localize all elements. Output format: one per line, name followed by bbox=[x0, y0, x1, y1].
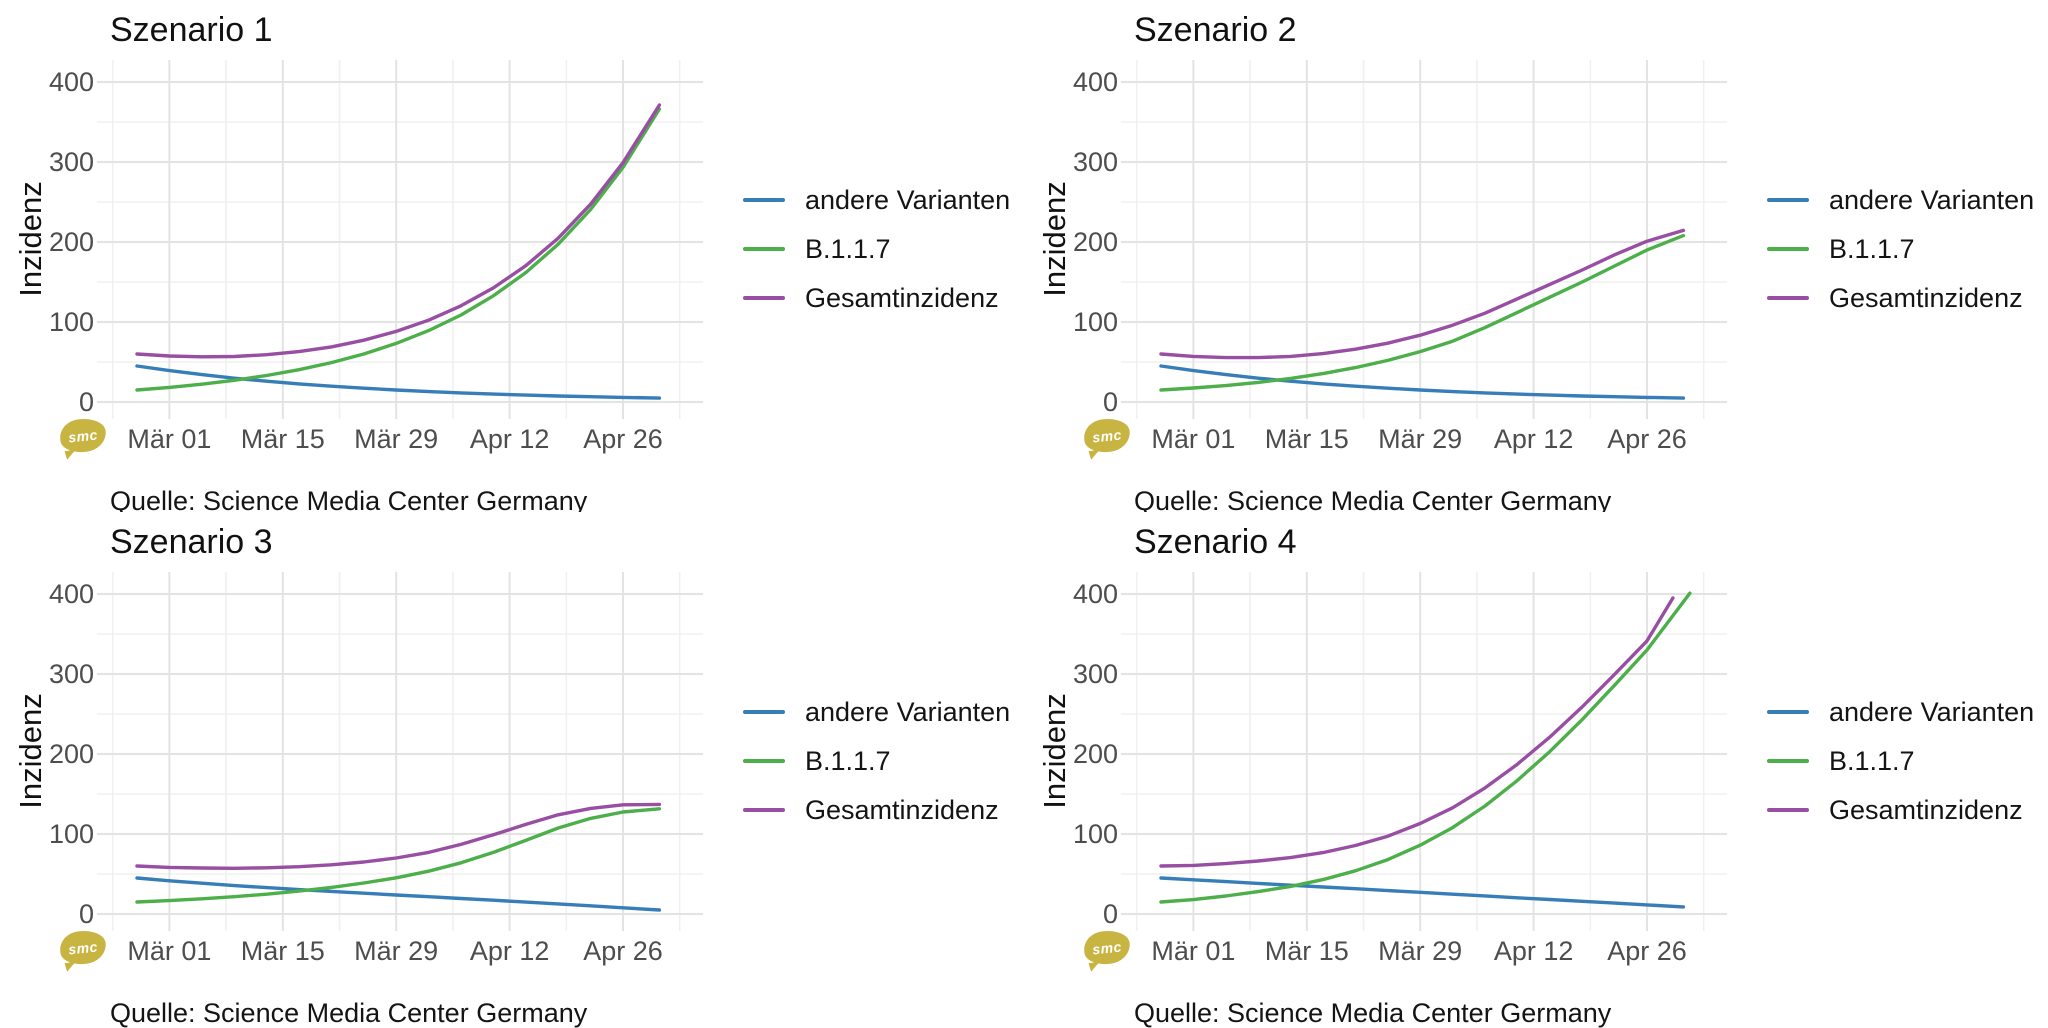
legend-line-swatch bbox=[743, 296, 785, 300]
x-tick-label: Mär 15 bbox=[1264, 935, 1349, 966]
smc-logo-text: smc bbox=[67, 937, 99, 957]
plot-area bbox=[1121, 571, 1727, 931]
legend-line-swatch bbox=[1767, 296, 1809, 300]
series-line-andere bbox=[1159, 875, 1686, 909]
series-line-gesamt bbox=[1159, 595, 1675, 868]
series-line-gesamt bbox=[1159, 228, 1686, 360]
y-tick-label: 400 bbox=[48, 67, 94, 97]
smc-logo-text: smc bbox=[67, 426, 99, 445]
x-tick-label: Mär 15 bbox=[240, 935, 325, 966]
legend-label: andere Varianten bbox=[805, 185, 1011, 215]
legend-line-swatch bbox=[743, 709, 785, 714]
x-tick-label: Apr 12 bbox=[1493, 424, 1574, 454]
y-tick-label: 200 bbox=[1072, 227, 1118, 257]
legend-label: Gesamtinzidenz bbox=[805, 794, 999, 825]
legend-line-swatch bbox=[743, 198, 785, 202]
chart-panel: Szenario 4 Inzidenz 0 100 200 300 400 Mär 01… bbox=[1024, 511, 2048, 1028]
y-tick-label: 0 bbox=[1102, 387, 1118, 417]
plot-area bbox=[97, 571, 703, 931]
legend-label: B.1.1.7 bbox=[805, 745, 891, 776]
legend-label: andere Varianten bbox=[1829, 696, 2035, 727]
y-tick-label: 300 bbox=[48, 147, 94, 177]
legend-label: B.1.1.7 bbox=[805, 234, 891, 264]
plot-area bbox=[97, 60, 703, 419]
y-tick-label: 200 bbox=[48, 227, 94, 257]
source-caption: Quelle: Science Media Center Germany bbox=[110, 486, 588, 516]
x-tick-label: Mär 15 bbox=[240, 424, 325, 454]
legend-label: Gesamtinzidenz bbox=[1829, 794, 2023, 825]
legend-line-swatch bbox=[743, 758, 785, 763]
x-tick-label: Apr 12 bbox=[469, 424, 550, 454]
x-tick-label: Apr 26 bbox=[583, 935, 663, 966]
chart-title: Szenario 1 bbox=[110, 11, 273, 49]
x-tick-label: Mär 01 bbox=[1151, 424, 1236, 454]
legend-line-swatch bbox=[1767, 247, 1809, 251]
smc-logo-text: smc bbox=[1091, 937, 1123, 957]
legend-label: Gesamtinzidenz bbox=[1829, 283, 2023, 313]
chart-panel: Szenario 3 Inzidenz 0 100 200 300 400 Mär 01… bbox=[0, 511, 1024, 1028]
legend-line-swatch bbox=[1767, 198, 1809, 202]
chart-panel: Szenario 2 Inzidenz 0 100 200 300 400 Mär 01… bbox=[1024, 0, 2048, 516]
x-tick-label: Apr 26 bbox=[583, 424, 663, 454]
legend-line-swatch bbox=[743, 807, 785, 812]
y-tick-label: 300 bbox=[1072, 147, 1118, 177]
x-tick-label: Apr 12 bbox=[1493, 935, 1574, 966]
series-line-gesamt bbox=[135, 103, 662, 359]
y-tick-label: 100 bbox=[48, 818, 94, 849]
series-line-andere bbox=[135, 875, 662, 912]
y-tick-label: 100 bbox=[1072, 307, 1118, 337]
x-tick-label: Mär 15 bbox=[1264, 424, 1349, 454]
series-line-b117 bbox=[1159, 590, 1692, 904]
legend-label: B.1.1.7 bbox=[1829, 745, 1915, 776]
source-caption: Quelle: Science Media Center Germany bbox=[110, 997, 588, 1028]
y-tick-label: 400 bbox=[48, 578, 94, 609]
x-tick-label: Mär 29 bbox=[1378, 424, 1463, 454]
series-line-gesamt bbox=[135, 802, 662, 870]
chart-title: Szenario 4 bbox=[1134, 522, 1297, 561]
x-tick-label: Mär 29 bbox=[354, 424, 439, 454]
series-line-b117 bbox=[1159, 233, 1686, 392]
chart-title: Szenario 3 bbox=[110, 522, 273, 561]
x-tick-label: Apr 26 bbox=[1607, 424, 1687, 454]
chart-panel: Szenario 1 Inzidenz 0 100 200 300 400 Mär 01… bbox=[0, 0, 1024, 516]
legend-line-swatch bbox=[743, 247, 785, 251]
series-line-b117 bbox=[135, 107, 662, 392]
y-tick-label: 0 bbox=[1102, 898, 1118, 929]
x-tick-label: Apr 12 bbox=[469, 935, 550, 966]
legend-label: andere Varianten bbox=[805, 696, 1011, 727]
y-tick-label: 300 bbox=[48, 658, 94, 689]
y-tick-label: 0 bbox=[78, 387, 94, 417]
y-tick-label: 400 bbox=[1072, 578, 1118, 609]
legend-label: Gesamtinzidenz bbox=[805, 283, 999, 313]
y-tick-label: 100 bbox=[48, 307, 94, 337]
chart-title: Szenario 2 bbox=[1134, 11, 1297, 49]
y-tick-label: 100 bbox=[1072, 818, 1118, 849]
x-tick-label: Apr 26 bbox=[1607, 935, 1687, 966]
smc-logo-text: smc bbox=[1091, 426, 1123, 445]
legend-line-swatch bbox=[1767, 758, 1809, 763]
plot-area bbox=[1121, 60, 1727, 419]
source-caption: Quelle: Science Media Center Germany bbox=[1134, 997, 1612, 1028]
y-tick-label: 300 bbox=[1072, 658, 1118, 689]
source-caption: Quelle: Science Media Center Germany bbox=[1134, 486, 1612, 516]
series-line-andere bbox=[1159, 364, 1686, 400]
y-tick-label: 400 bbox=[1072, 67, 1118, 97]
x-tick-label: Mär 01 bbox=[127, 935, 212, 966]
x-tick-label: Mär 01 bbox=[1151, 935, 1236, 966]
x-tick-label: Mär 29 bbox=[1378, 935, 1463, 966]
legend-line-swatch bbox=[1767, 709, 1809, 714]
legend-label: andere Varianten bbox=[1829, 185, 2035, 215]
y-tick-label: 0 bbox=[78, 898, 94, 929]
y-tick-label: 200 bbox=[48, 738, 94, 769]
x-tick-label: Mär 01 bbox=[127, 424, 212, 454]
y-tick-label: 200 bbox=[1072, 738, 1118, 769]
series-line-b117 bbox=[135, 806, 662, 904]
legend-line-swatch bbox=[1767, 807, 1809, 812]
legend-label: B.1.1.7 bbox=[1829, 234, 1915, 264]
x-tick-label: Mär 29 bbox=[354, 935, 439, 966]
series-line-andere bbox=[135, 364, 662, 400]
